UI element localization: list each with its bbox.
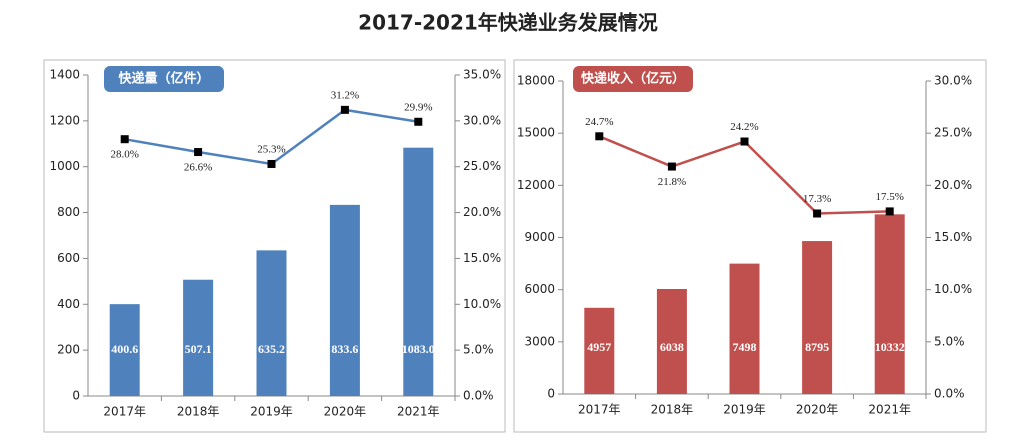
y2-tick-label: 10.0% bbox=[934, 282, 972, 296]
bar bbox=[403, 147, 434, 396]
line-marker bbox=[667, 162, 676, 171]
panel-frame bbox=[43, 59, 506, 433]
line-value-label: 25.3% bbox=[257, 143, 285, 155]
y2-tick-label: 30.0% bbox=[934, 74, 972, 88]
line-marker bbox=[885, 207, 894, 216]
bar bbox=[183, 279, 214, 396]
bar-value-label: 8795 bbox=[805, 340, 829, 354]
line-marker bbox=[194, 148, 203, 157]
line-value-label: 21.8% bbox=[658, 176, 686, 188]
x-tick-label: 2020年 bbox=[796, 403, 839, 417]
y2-tick-label: 15.0% bbox=[934, 230, 972, 244]
x-tick-label: 2019年 bbox=[250, 405, 293, 419]
legend-label: 快递收入（亿元） bbox=[581, 71, 685, 87]
y2-tick-label: 0.0% bbox=[934, 387, 965, 401]
line-marker bbox=[595, 132, 604, 141]
line bbox=[598, 135, 890, 215]
bar-value-label: 10332 bbox=[875, 340, 905, 354]
line-marker bbox=[120, 135, 129, 144]
bar bbox=[729, 263, 760, 394]
bar bbox=[584, 307, 615, 394]
bar bbox=[874, 214, 905, 394]
y2-tick-label: 25.0% bbox=[934, 126, 972, 140]
line-marker bbox=[267, 159, 276, 168]
bar bbox=[656, 289, 687, 394]
bar-value-label: 6038 bbox=[660, 340, 684, 354]
y-tick-label: 12000 bbox=[517, 178, 555, 192]
line-value-label: 17.5% bbox=[875, 191, 903, 203]
y-tick-label: 9000 bbox=[524, 230, 555, 244]
bar-value-label: 400.6 bbox=[111, 342, 138, 356]
line-value-label: 24.7% bbox=[585, 116, 613, 128]
line-value-label: 29.9% bbox=[404, 101, 432, 113]
y-tick-label: 15000 bbox=[517, 126, 555, 140]
y-tick-label: 1200 bbox=[49, 113, 80, 127]
line-value-label: 31.2% bbox=[331, 89, 359, 101]
y-tick-label: 3000 bbox=[524, 334, 555, 348]
legend-box bbox=[104, 66, 224, 92]
line-marker bbox=[414, 117, 423, 126]
x-tick-label: 2020年 bbox=[324, 405, 367, 419]
x-tick-label: 2021年 bbox=[868, 403, 911, 417]
y-tick-label: 18000 bbox=[517, 74, 555, 88]
y-tick-label: 0 bbox=[72, 389, 80, 403]
bar-value-label: 4957 bbox=[587, 340, 611, 354]
bar-value-label: 833.6 bbox=[331, 342, 358, 356]
bar-value-label: 635.2 bbox=[258, 342, 285, 356]
bar bbox=[802, 241, 833, 394]
y2-tick-label: 30.0% bbox=[463, 113, 501, 127]
line-value-label: 17.3% bbox=[803, 193, 831, 205]
y-tick-label: 1400 bbox=[49, 68, 80, 82]
line-marker bbox=[813, 209, 822, 218]
x-tick-label: 2017年 bbox=[578, 403, 621, 417]
bar-value-label: 1083.0 bbox=[402, 342, 435, 356]
legend-box bbox=[573, 66, 693, 92]
bar bbox=[256, 250, 287, 396]
y2-tick-label: 20.0% bbox=[463, 205, 501, 219]
x-tick-label: 2017年 bbox=[103, 405, 146, 419]
y-tick-label: 400 bbox=[57, 297, 80, 311]
x-tick-label: 2018年 bbox=[651, 403, 694, 417]
y-tick-label: 200 bbox=[57, 343, 80, 357]
legend-label: 快递量（亿件） bbox=[118, 71, 209, 87]
line-value-label: 26.6% bbox=[184, 162, 212, 174]
y2-tick-label: 20.0% bbox=[934, 178, 972, 192]
line bbox=[124, 108, 419, 166]
x-tick-label: 2019年 bbox=[723, 403, 766, 417]
y2-tick-label: 15.0% bbox=[463, 251, 501, 265]
y-tick-label: 600 bbox=[57, 251, 80, 265]
line-marker bbox=[340, 105, 349, 114]
line-value-label: 24.2% bbox=[730, 121, 758, 133]
x-tick-label: 2018年 bbox=[177, 405, 220, 419]
bar bbox=[329, 204, 360, 396]
panel-frame bbox=[513, 59, 987, 433]
y-tick-label: 6000 bbox=[524, 282, 555, 296]
bar bbox=[109, 304, 140, 396]
bar-value-label: 507.1 bbox=[185, 342, 212, 356]
y2-tick-label: 25.0% bbox=[463, 159, 501, 173]
x-tick-label: 2021年 bbox=[397, 405, 440, 419]
y2-tick-label: 35.0% bbox=[463, 68, 501, 82]
line-value-label: 28.0% bbox=[110, 149, 138, 161]
y-tick-label: 1000 bbox=[49, 159, 80, 173]
page-title: 2017-2021年快递业务发展情况 bbox=[358, 11, 658, 35]
y2-tick-label: 5.0% bbox=[934, 334, 965, 348]
line-marker bbox=[740, 137, 749, 146]
y2-tick-label: 5.0% bbox=[463, 343, 494, 357]
y2-tick-label: 0.0% bbox=[463, 389, 494, 403]
bar-value-label: 7498 bbox=[733, 340, 757, 354]
y-tick-label: 0 bbox=[547, 387, 555, 401]
y2-tick-label: 10.0% bbox=[463, 297, 501, 311]
y-tick-label: 800 bbox=[57, 205, 80, 219]
